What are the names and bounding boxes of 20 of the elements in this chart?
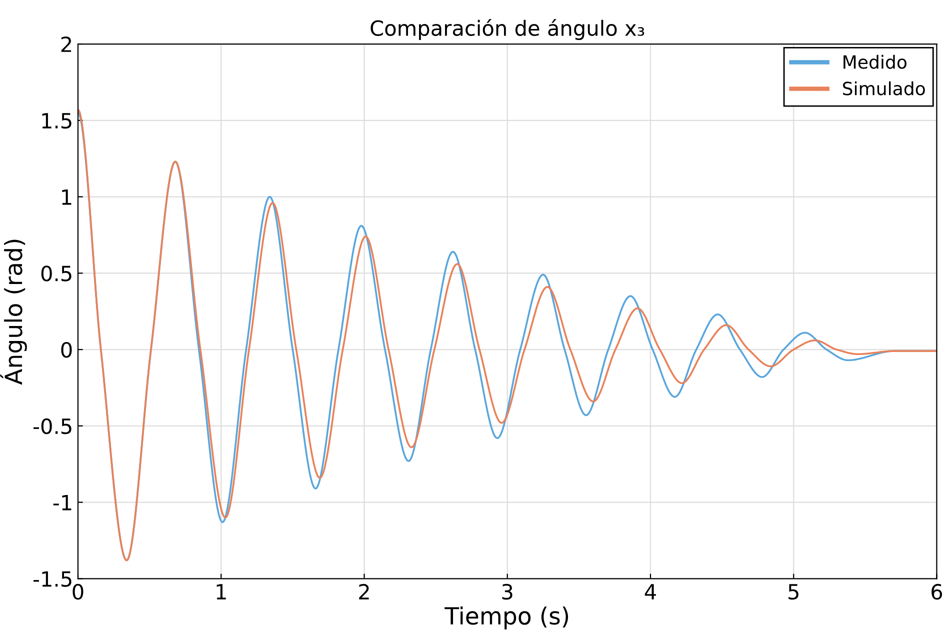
legend-label: Simulado <box>842 81 925 96</box>
y-tick-label: 1.5 <box>42 113 72 129</box>
y-tick-label: -1 <box>53 495 72 510</box>
x-tick-label: 5 <box>788 584 798 600</box>
legend-label: Medido <box>844 54 906 69</box>
x-tick-label: 0 <box>72 584 84 600</box>
x-tick-label: 1 <box>216 584 226 600</box>
x-tick-label: 3 <box>502 584 512 600</box>
x-tick-label: 2 <box>359 584 369 600</box>
y-tick-label: 0 <box>61 342 72 358</box>
y-tick-label: -0.5 <box>33 418 72 434</box>
y-tick-label: 2 <box>61 36 72 52</box>
x-axis-title: Tiempo (s) <box>444 606 568 630</box>
x-tick-label: 4 <box>644 584 656 600</box>
chart-title: Comparación de ángulo x₃ <box>370 19 644 40</box>
y-tick-label: -1.5 <box>33 571 72 587</box>
y-axis-title: Ángulo (rad) <box>0 240 27 385</box>
x-tick-label: 6 <box>932 584 942 600</box>
y-tick-label: 0.5 <box>41 266 72 282</box>
y-tick-label: 1 <box>62 190 72 205</box>
